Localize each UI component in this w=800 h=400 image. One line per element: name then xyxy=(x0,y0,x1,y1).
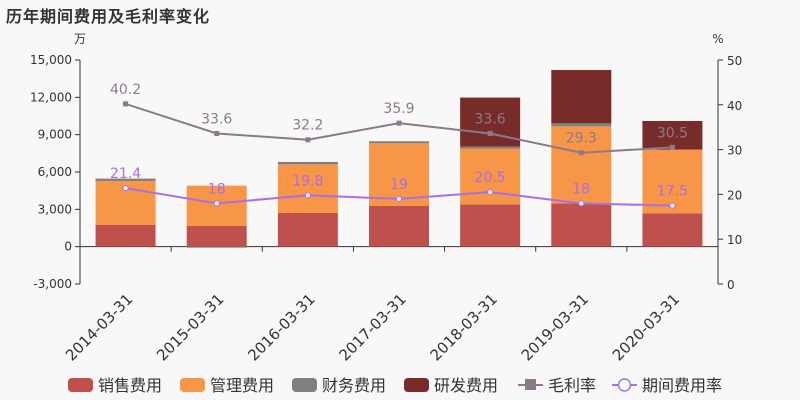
left-tick-label: 0 xyxy=(64,240,72,254)
data-label-期间费用率: 18 xyxy=(572,181,590,197)
data-label-期间费用率: 17.5 xyxy=(657,184,688,200)
point-期间费用率 xyxy=(578,200,585,207)
left-tick-label: 9,000 xyxy=(38,128,72,142)
bar-销售费用 xyxy=(369,205,429,247)
data-label-毛利率: 33.6 xyxy=(475,111,506,127)
point-期间费用率 xyxy=(487,189,494,196)
x-tick-label: 2019-03-31 xyxy=(518,290,592,364)
data-label-毛利率: 35.9 xyxy=(383,101,414,117)
data-label-毛利率: 33.6 xyxy=(201,111,232,127)
right-tick-label: 40 xyxy=(727,99,742,113)
point-期间费用率 xyxy=(396,195,402,202)
bar-管理费用 xyxy=(369,143,429,206)
legend-label: 毛利率 xyxy=(548,376,596,395)
legend-label: 研发费用 xyxy=(434,376,498,395)
point-毛利率 xyxy=(487,130,493,136)
left-tick-label: -3,000 xyxy=(33,277,72,291)
bar-管理费用 xyxy=(551,126,612,204)
legend-swatch xyxy=(68,378,93,392)
data-label-毛利率: 29.3 xyxy=(566,131,597,147)
bar-财务费用 xyxy=(277,161,338,165)
right-axis-unit: % xyxy=(712,32,723,46)
point-期间费用率 xyxy=(213,200,220,207)
point-期间费用率 xyxy=(669,202,676,209)
legend-label: 期间费用率 xyxy=(642,376,722,395)
bar-研发费用 xyxy=(551,69,612,124)
data-label-期间费用率: 20.5 xyxy=(475,170,506,186)
point-毛利率 xyxy=(214,130,220,136)
bar-销售费用 xyxy=(460,204,521,247)
left-tick-label: 6,000 xyxy=(38,165,72,179)
point-毛利率 xyxy=(578,150,584,156)
bar-销售费用 xyxy=(277,212,338,247)
bar-销售费用 xyxy=(186,226,247,247)
right-tick-label: 50 xyxy=(727,54,742,68)
point-期间费用率 xyxy=(304,192,311,199)
bar-管理费用 xyxy=(277,164,338,213)
chart-title: 历年期间费用及毛利率变化 xyxy=(6,7,211,26)
right-tick-label: 30 xyxy=(727,144,742,158)
data-label-期间费用率: 21.4 xyxy=(110,166,141,182)
bar-财务费用 xyxy=(186,246,247,248)
x-tick-label: 2014-03-31 xyxy=(62,290,136,364)
bar-研发费用 xyxy=(642,120,703,150)
bar-销售费用 xyxy=(95,225,156,247)
legend-swatch xyxy=(180,378,205,392)
left-tick-label: 15,000 xyxy=(30,53,72,67)
bar-财务费用 xyxy=(95,178,156,181)
bar-销售费用 xyxy=(642,213,703,247)
left-tick-label: 12,000 xyxy=(30,90,72,104)
legend-label: 财务费用 xyxy=(322,376,386,395)
point-期间费用率 xyxy=(122,185,129,192)
legend-label: 销售费用 xyxy=(98,376,162,395)
x-tick-label: 2015-03-31 xyxy=(153,290,227,364)
point-毛利率 xyxy=(123,101,129,107)
legend-swatch xyxy=(292,378,317,392)
data-label-毛利率: 40.2 xyxy=(110,82,141,98)
data-label-毛利率: 32.2 xyxy=(292,118,323,134)
legend-marker xyxy=(617,378,632,392)
bar-销售费用 xyxy=(551,203,612,247)
data-label-期间费用率: 18 xyxy=(208,181,226,197)
left-tick-label: 3,000 xyxy=(38,202,72,216)
point-毛利率 xyxy=(669,144,675,150)
legend-swatch xyxy=(404,378,429,392)
right-tick-label: 10 xyxy=(727,233,742,247)
x-tick-label: 2018-03-31 xyxy=(427,290,501,364)
data-label-期间费用率: 19.8 xyxy=(292,173,323,189)
point-毛利率 xyxy=(396,120,402,126)
x-tick-label: 2016-03-31 xyxy=(244,290,318,364)
point-毛利率 xyxy=(305,137,311,143)
left-axis-unit: 万 xyxy=(74,32,86,46)
legend-label: 管理费用 xyxy=(210,376,274,395)
bar-财务费用 xyxy=(551,123,612,127)
right-tick-label: 0 xyxy=(727,278,735,292)
x-tick-label: 2020-03-31 xyxy=(609,290,683,364)
right-tick-label: 20 xyxy=(727,188,742,202)
bar-财务费用 xyxy=(369,141,429,144)
bar-财务费用 xyxy=(460,146,521,149)
data-label-毛利率: 30.5 xyxy=(657,125,688,141)
x-tick-label: 2017-03-31 xyxy=(335,290,409,364)
data-label-期间费用率: 19 xyxy=(390,177,408,193)
legend-marker xyxy=(525,379,536,390)
